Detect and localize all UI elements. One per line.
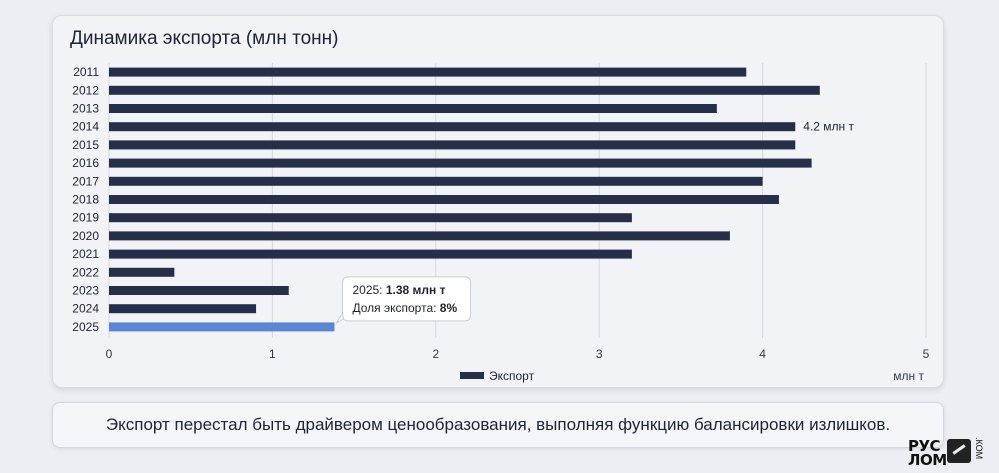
bar-2019 [109,213,632,223]
chart-title: Динамика экспорта (млн тонн) [70,28,339,49]
bar-2020 [109,231,730,241]
y-tick-label: 2023 [72,284,99,298]
bar-2017 [109,176,763,186]
tooltip-box [341,276,471,322]
tooltip-pointer [335,311,345,325]
bar-2013 [109,104,717,113]
y-tick-label: 2022 [72,265,99,279]
y-tick-label: 2011 [73,65,99,79]
logo-line-2: ЛОМ [908,451,947,469]
y-tick-label: 2017 [72,174,99,188]
bar-2023 [109,286,289,295]
bar-2014 [109,122,796,132]
data-label: 4.2 млн т [803,120,854,134]
y-tick-label: 2015 [72,138,99,152]
bar-2012 [109,85,820,95]
bar-2025 [109,322,335,332]
footer-note: Экспорт перестал быть драйвером ценообра… [52,402,944,448]
y-tick-label: 2018 [72,193,99,207]
logo-suffix: .КОМ [974,437,984,460]
legend-label: Экспорт [489,369,535,383]
y-tick-label: 2013 [72,102,99,116]
y-tick-label: 2014 [72,120,99,134]
x-tick-label: 1 [269,347,276,361]
bar-2018 [109,195,779,204]
x-unit-label: млн т [893,369,924,383]
chart-card: Динамика экспорта (млн тонн) 0 1 2 3 4 5 2011 2… [52,15,944,388]
bar-2011 [109,67,747,77]
export-bar-chart: 0 1 2 3 4 5 2011 2012 2013 2014 2015 2016 2017 2018 20… [72,63,930,383]
logo-line-1: РУС [908,437,941,455]
tooltip-line-2: Доля экспорта: 8% [352,301,457,315]
y-tick-label: 2012 [72,83,99,97]
logo-mark-icon [947,439,971,463]
x-tick-label: 5 [923,347,930,361]
y-tick-label: 2024 [72,302,99,316]
legend-swatch [460,372,484,379]
x-tick-label: 0 [106,347,113,361]
x-tick-label: 3 [596,347,603,361]
y-tick-label: 2025 [72,320,99,334]
y-tick-label: 2021 [72,247,99,261]
tooltip-line-1: 2025: 1.38 млн т [352,283,445,297]
bar-2015 [109,140,796,150]
x-tick-label: 2 [432,347,439,361]
bar-2022 [109,267,175,277]
bar-2016 [109,158,812,168]
y-tick-label: 2016 [72,156,99,170]
ruslom-logo: РУС ЛОМ .КОМ [906,437,986,469]
bar-2024 [109,304,257,314]
footer-note-text: Экспорт перестал быть драйвером ценообра… [105,415,891,434]
y-tick-label: 2020 [72,229,99,243]
x-tick-label: 4 [759,347,766,361]
bar-2021 [109,249,632,259]
y-tick-label: 2019 [72,211,99,225]
